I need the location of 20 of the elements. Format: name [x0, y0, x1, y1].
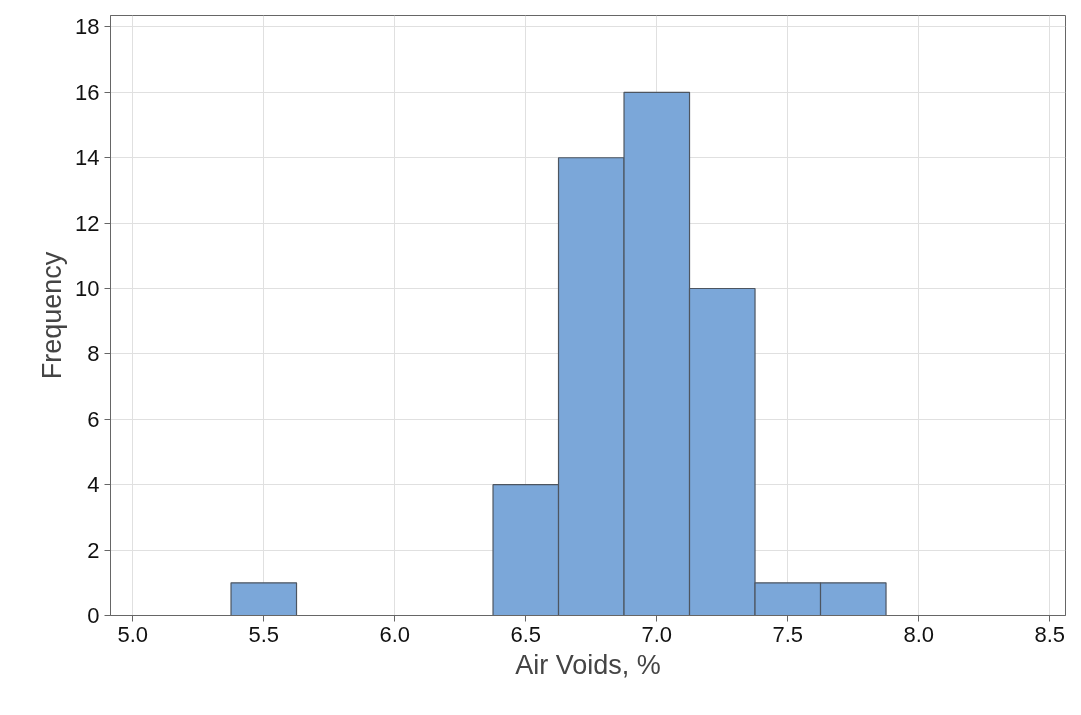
y-tick-label: 2: [87, 537, 100, 563]
y-tick-label: 8: [87, 341, 100, 367]
y-tick-label: 14: [75, 145, 100, 171]
x-tick-label: 7.5: [772, 621, 804, 647]
y-axis-title: Frequency: [37, 251, 68, 380]
y-tick-label: 18: [75, 14, 100, 40]
y-tick-label: 12: [75, 210, 100, 236]
x-tick-label: 8.5: [1034, 621, 1066, 647]
x-tick-label: 6.0: [379, 621, 411, 647]
x-tick-label: 8.0: [903, 621, 935, 647]
y-tick-label: 6: [87, 406, 100, 432]
x-tick-label: 7.0: [641, 621, 673, 647]
x-tick-label: 5.5: [248, 621, 280, 647]
y-tick-label: 0: [87, 603, 100, 628]
x-tick-label: 5.0: [117, 621, 149, 647]
y-tick-label: 16: [75, 79, 100, 105]
x-axis-title: Air Voids, %: [515, 649, 661, 680]
y-tick-label: 4: [87, 472, 100, 498]
y-tick-label: 10: [75, 276, 100, 302]
x-tick-label: 6.5: [510, 621, 542, 647]
